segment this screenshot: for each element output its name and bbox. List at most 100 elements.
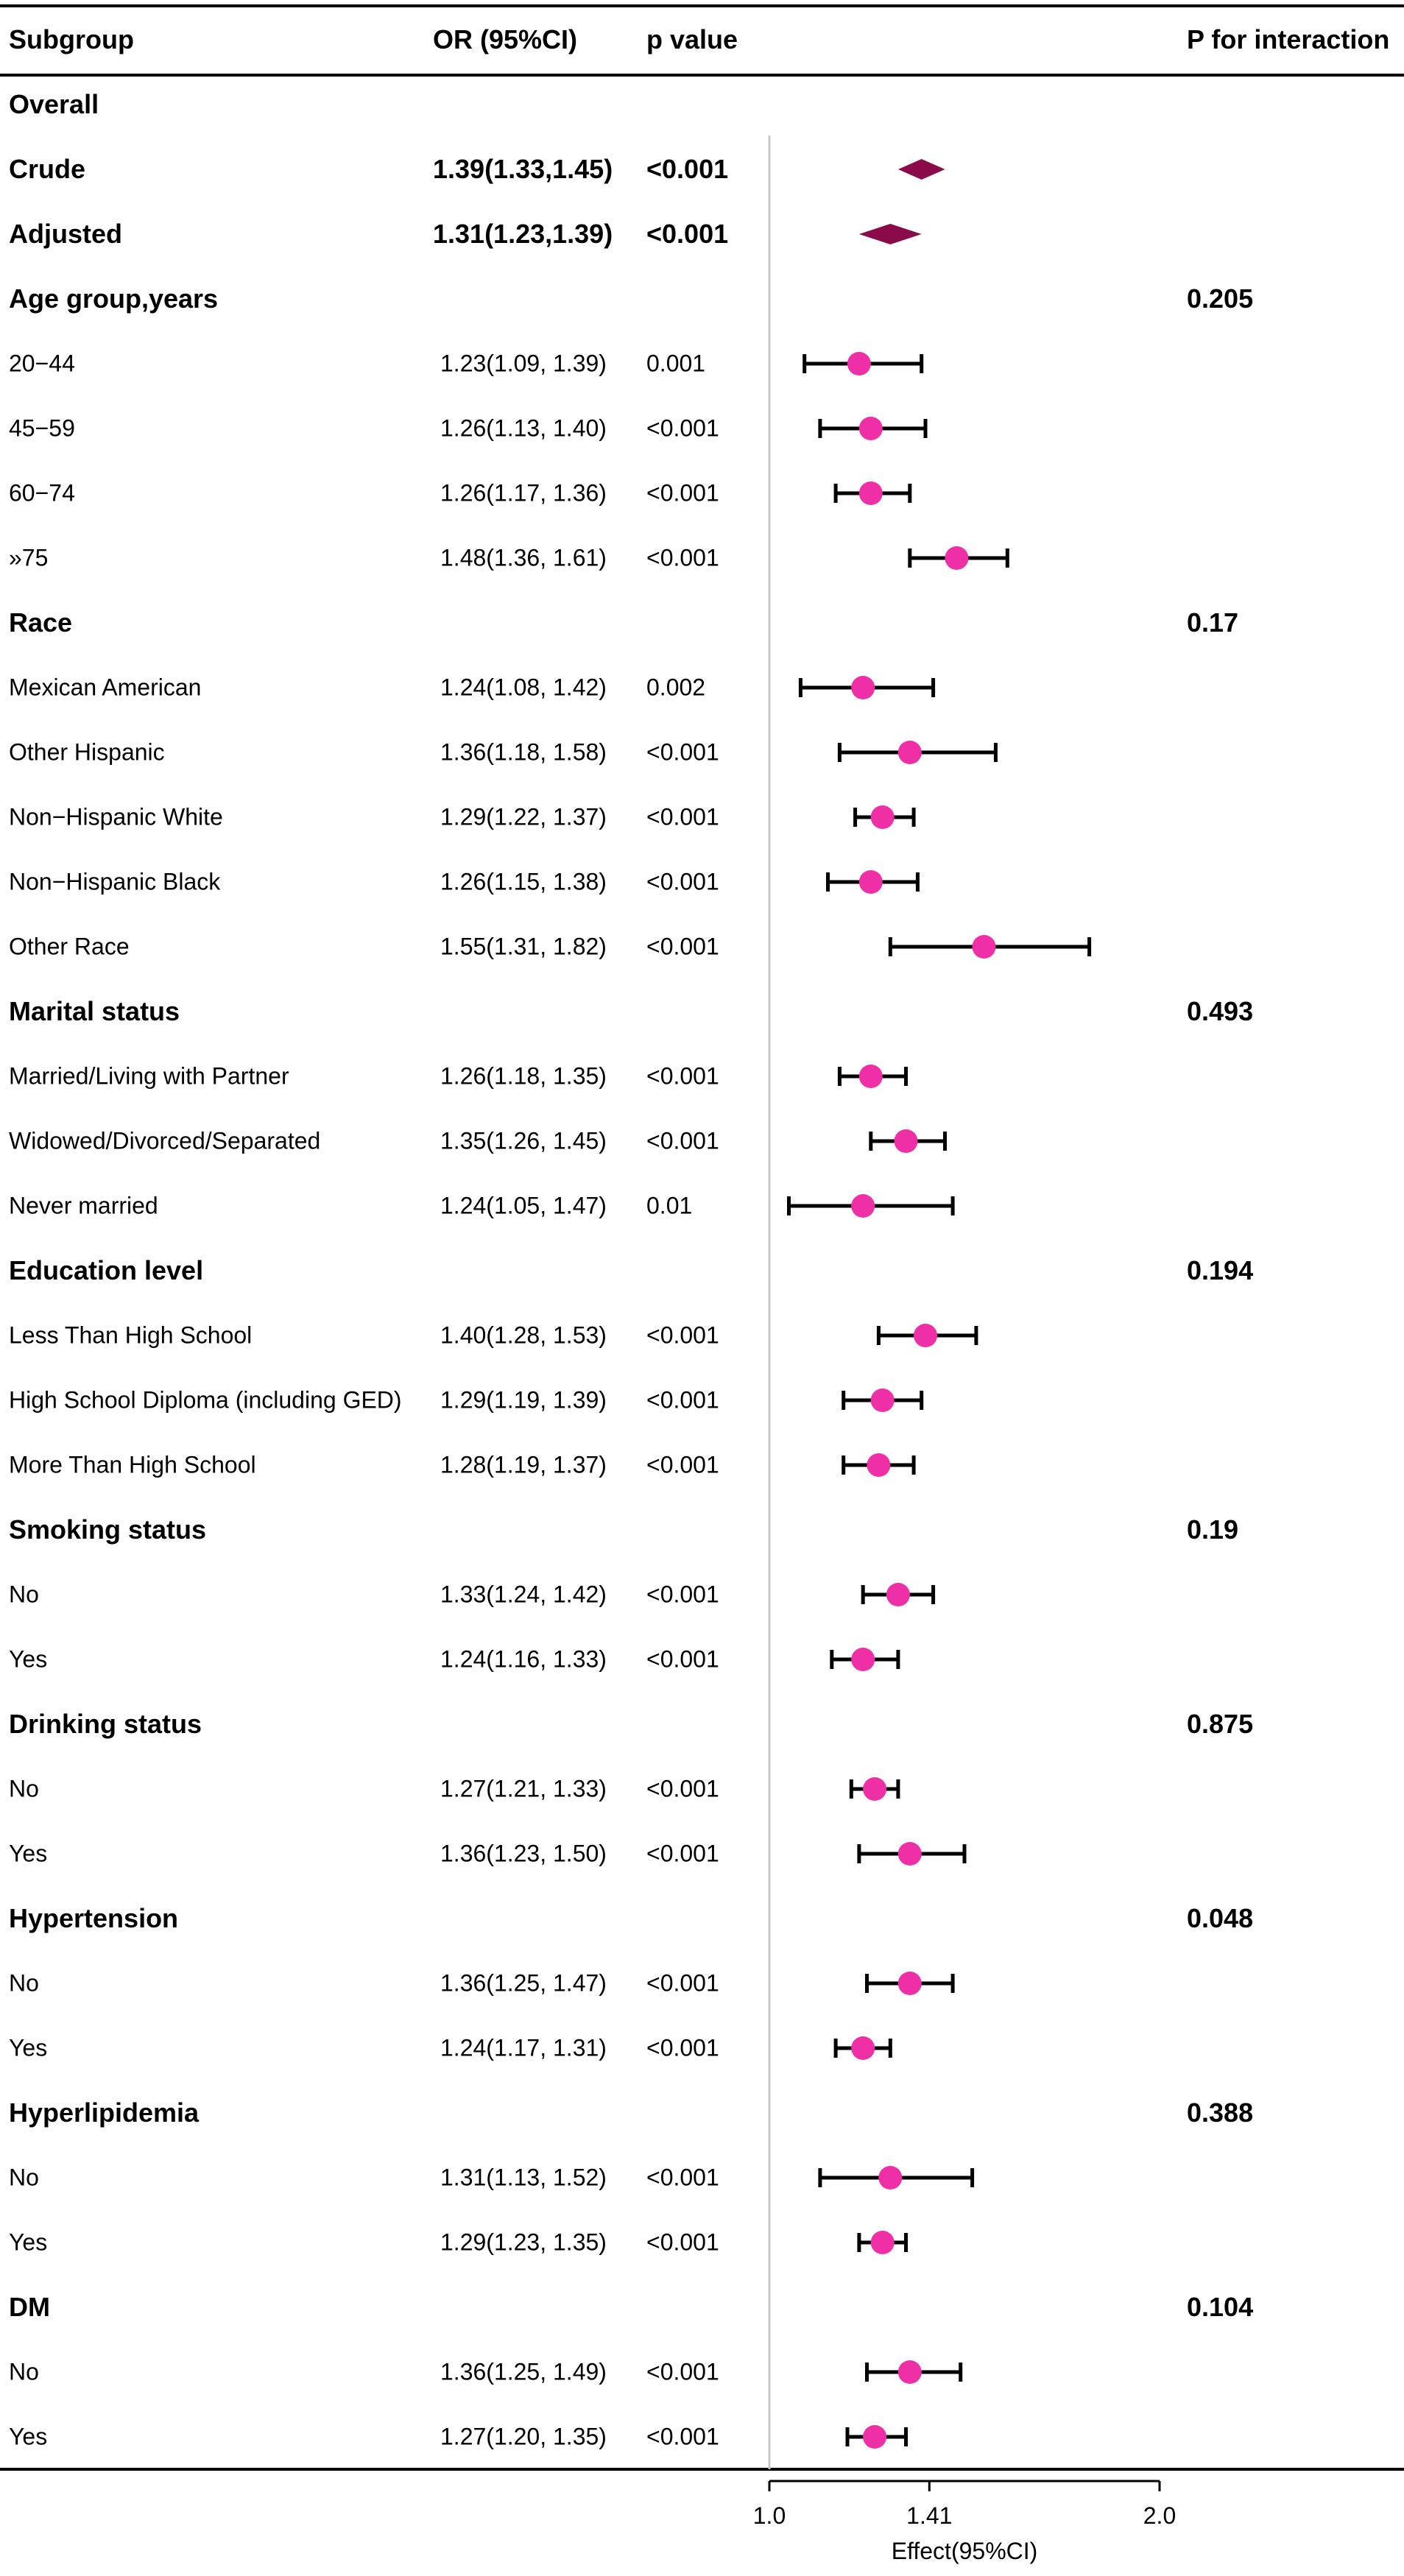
row-label: Yes	[9, 2034, 48, 2061]
ci-mark	[802, 352, 924, 375]
row-label: 20−44	[9, 350, 75, 377]
row-label: No	[9, 1775, 39, 1802]
point-estimate	[851, 1194, 875, 1218]
point-estimate	[858, 481, 883, 505]
group-label: Age group,years	[9, 283, 219, 314]
row-label: No	[9, 1969, 39, 1997]
point-estimate	[870, 805, 895, 829]
x-tick-label: 1.41	[906, 2502, 952, 2529]
or-ci: 1.27(1.20, 1.35)	[440, 2423, 607, 2450]
p-value: 0.001	[646, 350, 706, 377]
or-ci: 1.26(1.18, 1.35)	[440, 1062, 607, 1090]
group-label: Race	[9, 607, 73, 638]
header-p-value: p value	[646, 24, 738, 54]
ci-mark	[818, 2166, 975, 2189]
p-interaction: 0.388	[1187, 2097, 1254, 2128]
or-ci: 1.26(1.13, 1.40)	[440, 414, 607, 442]
p-value: <0.001	[646, 414, 719, 442]
p-interaction: 0.048	[1187, 1903, 1254, 1933]
or-ci: 1.31(1.23,1.39)	[433, 219, 613, 249]
row-label: More Than High School	[9, 1451, 256, 1478]
ci-mark	[833, 2036, 892, 2060]
row-label: High School Diploma (including GED)	[9, 1386, 402, 1414]
or-ci: 1.35(1.26, 1.45)	[440, 1127, 607, 1154]
point-estimate	[897, 1972, 922, 1995]
group-label: DM	[9, 2292, 50, 2322]
point-estimate	[897, 2360, 922, 2384]
row-label: No	[9, 2164, 39, 2191]
p-value: <0.001	[646, 1321, 719, 1349]
point-estimate	[858, 417, 883, 440]
p-value: <0.001	[646, 868, 719, 895]
ci-mark	[908, 546, 1009, 570]
p-value: <0.001	[646, 1840, 719, 1867]
ci-mark	[842, 1453, 916, 1477]
p-interaction: 0.205	[1187, 283, 1254, 314]
p-value: <0.001	[646, 1062, 719, 1090]
row-label: Crude	[9, 154, 86, 184]
p-interaction: 0.194	[1187, 1255, 1254, 1285]
or-ci: 1.23(1.09, 1.39)	[440, 350, 607, 377]
point-estimate	[886, 1583, 910, 1606]
ci-mark	[869, 1129, 947, 1153]
ci-mark	[861, 1583, 936, 1606]
x-tick-label: 2.0	[1143, 2502, 1176, 2529]
point-estimate	[945, 546, 969, 570]
group-label: Drinking status	[9, 1709, 202, 1739]
point-estimate	[863, 1777, 887, 1801]
point-estimate	[851, 2036, 875, 2060]
row-label: Other Hispanic	[9, 738, 165, 766]
row-label: Other Race	[9, 933, 130, 960]
or-ci: 1.24(1.17, 1.31)	[440, 2034, 607, 2061]
point-estimate	[878, 2166, 903, 2189]
overall-diamond	[858, 224, 922, 244]
ci-mark	[826, 870, 920, 894]
p-interaction: 0.104	[1187, 2292, 1254, 2322]
or-ci: 1.27(1.21, 1.33)	[440, 1775, 607, 1802]
row-label: Yes	[9, 2229, 48, 2256]
point-estimate	[851, 676, 875, 699]
row-label: Yes	[9, 1645, 48, 1673]
point-estimate	[851, 1648, 875, 1671]
or-ci: 1.24(1.16, 1.33)	[440, 1645, 607, 1673]
row-label: No	[9, 2358, 39, 2385]
row-label: Non−Hispanic Black	[9, 868, 221, 895]
group-label: Hyperlipidemia	[9, 2097, 200, 2128]
group-label: Education level	[9, 1255, 204, 1285]
row-label: No	[9, 1581, 39, 1608]
ci-mark	[830, 1648, 900, 1671]
point-estimate	[897, 1842, 922, 1866]
p-value: <0.001	[646, 2423, 719, 2450]
p-value: <0.001	[646, 479, 719, 507]
p-value: <0.001	[646, 1127, 719, 1154]
or-ci: 1.40(1.28, 1.53)	[440, 1321, 607, 1349]
p-value: <0.001	[646, 2358, 719, 2385]
p-value: 0.002	[646, 674, 706, 701]
p-value: <0.001	[646, 1451, 719, 1478]
p-value: <0.001	[646, 544, 719, 571]
row-label: Married/Living with Partner	[9, 1062, 289, 1090]
or-ci: 1.29(1.23, 1.35)	[440, 2229, 607, 2256]
ci-mark	[849, 1777, 900, 1801]
row-label: Never married	[9, 1192, 158, 1219]
ci-mark	[857, 1842, 967, 1866]
row-label: Adjusted	[9, 219, 123, 249]
ci-mark	[818, 417, 928, 440]
ci-mark	[876, 1324, 978, 1347]
or-ci: 1.26(1.17, 1.36)	[440, 479, 607, 507]
point-estimate	[858, 870, 883, 894]
point-estimate	[867, 1453, 891, 1477]
p-value: <0.001	[646, 2164, 719, 2191]
header-p-interaction: P for interaction	[1187, 24, 1390, 54]
row-label: Widowed/Divorced/Separated	[9, 1127, 321, 1154]
p-value: <0.001	[646, 1775, 719, 1802]
point-estimate	[972, 935, 996, 959]
point-estimate	[863, 2425, 887, 2449]
row-label: Mexican American	[9, 674, 202, 701]
ci-mark	[837, 741, 998, 764]
p-value: <0.001	[646, 1386, 719, 1414]
or-ci: 1.29(1.19, 1.39)	[440, 1386, 607, 1414]
p-value: <0.001	[646, 1645, 719, 1673]
or-ci: 1.36(1.23, 1.50)	[440, 1840, 607, 1867]
group-label: Marital status	[9, 996, 180, 1026]
